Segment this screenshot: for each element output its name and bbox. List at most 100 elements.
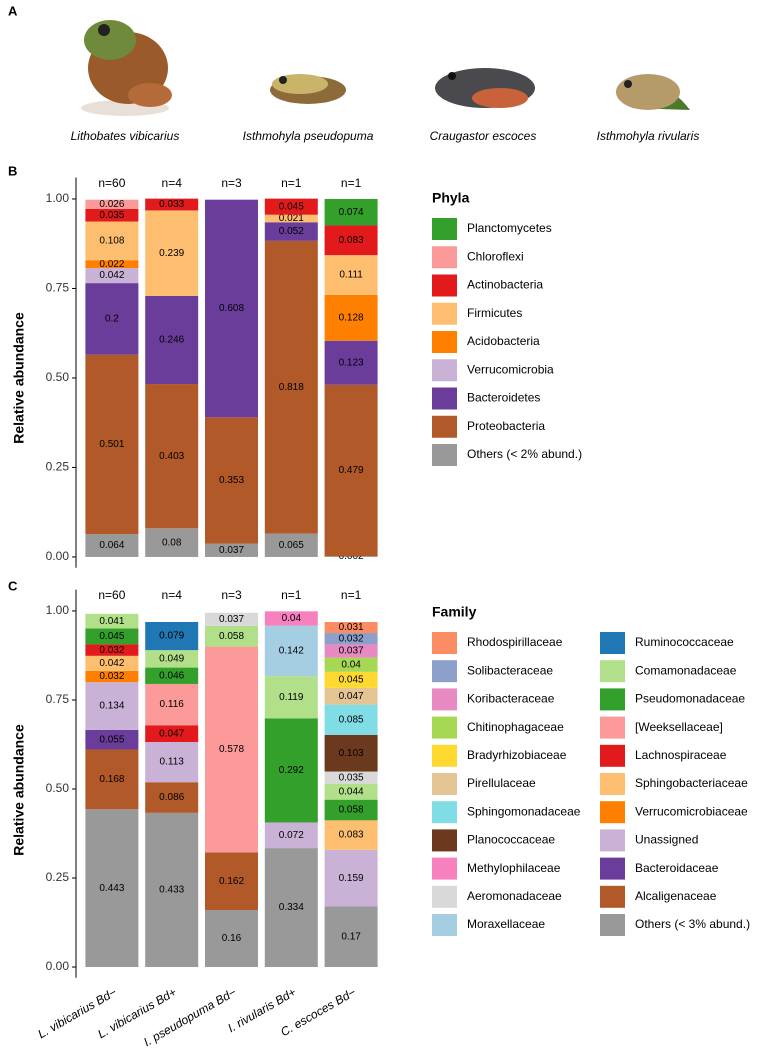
value-label: 0.123 [339, 357, 364, 368]
value-label: 0.083 [339, 830, 364, 841]
bar-segment [324, 384, 378, 557]
y-tick-label: 0.00 [46, 959, 70, 973]
value-label: 0.292 [279, 765, 304, 776]
legend-label: Verrucomicrobia [467, 362, 554, 376]
bar-segment [264, 198, 318, 215]
value-label: 0.045 [339, 675, 364, 686]
legend-swatch [432, 415, 457, 438]
n-label: n=3 [221, 176, 242, 190]
value-label: 0.046 [159, 670, 184, 681]
bar-segment [264, 222, 318, 241]
legend-title: Family [432, 604, 477, 620]
value-label: 0.079 [159, 631, 184, 642]
bar-segment [145, 650, 199, 668]
legend-swatch [600, 716, 625, 739]
legend-label: Others (< 2% abund.) [467, 447, 582, 461]
y-axis-title: Relative abundance [11, 724, 27, 856]
value-label: 0.037 [339, 646, 364, 657]
bar-segment [85, 670, 139, 683]
n-label: n=4 [162, 176, 183, 190]
bar-segment [85, 655, 139, 671]
y-tick-label: 0.00 [46, 549, 70, 563]
value-label: 0.159 [339, 873, 364, 884]
y-tick-label: 0.50 [46, 370, 70, 384]
value-label: 0.108 [99, 236, 124, 247]
frog-photo [616, 74, 690, 110]
value-label: 0.072 [279, 830, 304, 841]
legend-swatch [600, 829, 625, 852]
bar-segment [85, 613, 139, 629]
legend-swatch [600, 857, 625, 880]
value-label: 0.064 [99, 540, 124, 551]
value-label: 0.128 [339, 312, 364, 323]
value-label: 0.116 [160, 699, 185, 710]
value-label: 0.037 [219, 614, 244, 625]
legend-label: Chloroflexi [467, 249, 524, 263]
legend-label: [Weeksellaceae] [635, 720, 723, 734]
value-label: 0.103 [339, 748, 364, 759]
legend-swatch [432, 914, 457, 936]
bar-segment [85, 534, 139, 557]
legend-label: Bacteroidetes [467, 391, 540, 405]
y-tick-label: 0.75 [46, 281, 70, 295]
bar-segment [324, 255, 378, 295]
frog-photo [270, 74, 346, 104]
value-label: 0.032 [339, 633, 364, 644]
value-label: 0.049 [159, 653, 184, 664]
bar-segment [324, 687, 378, 705]
legend-swatch [432, 632, 457, 654]
legend-swatch [432, 331, 457, 353]
bar-segment [324, 849, 378, 907]
value-label: 0.002 [339, 551, 364, 562]
value-label: 0.162 [219, 876, 244, 887]
n-label: n=60 [98, 176, 125, 190]
bar-segment [85, 749, 139, 810]
value-label: 0.083 [339, 235, 364, 246]
bar-segment [205, 417, 258, 544]
value-label: 0.037 [219, 545, 244, 556]
frog-photo [435, 68, 535, 108]
value-label: 0.065 [279, 540, 304, 551]
value-label: 0.031 [339, 622, 364, 633]
legend-swatch [432, 885, 457, 908]
value-label: 0.042 [99, 270, 124, 281]
panel-label: A [8, 3, 18, 18]
bar-segment [145, 528, 199, 557]
n-label: n=1 [341, 176, 362, 190]
frog-photo [81, 20, 172, 116]
value-label: 0.042 [99, 658, 124, 669]
legend-swatch [432, 274, 457, 297]
legend-label: Aeromonadaceae [467, 889, 562, 903]
bar-segment [264, 848, 318, 968]
value-label: 0.17 [341, 931, 361, 942]
y-axis-title: Relative abundance [11, 312, 27, 444]
n-label: n=1 [281, 588, 302, 602]
legend-label: Koribacteraceae [467, 692, 555, 706]
bar-segment [264, 822, 318, 849]
value-label: 0.134 [99, 701, 124, 712]
value-label: 0.047 [339, 691, 364, 702]
legend-label: Planctomycetes [467, 221, 552, 235]
bar-segment [324, 799, 378, 821]
y-tick-label: 0.25 [46, 460, 70, 474]
legend-label: Moraxellaceae [467, 917, 545, 931]
bar-segment [205, 852, 258, 911]
bar-segment [85, 268, 139, 284]
bar-segment [85, 628, 139, 645]
bar-segment [264, 214, 318, 223]
bar-segment [324, 906, 378, 968]
bar-segment [205, 910, 258, 968]
legend-swatch [600, 773, 625, 795]
value-label: 0.021 [279, 213, 304, 224]
bar-segment [145, 782, 199, 813]
bar-segment [85, 354, 139, 535]
value-label: 0.246 [159, 335, 184, 346]
bar-segment [85, 729, 139, 750]
bar-segment [205, 612, 258, 626]
value-label: 0.04 [282, 613, 302, 624]
legend-swatch [432, 744, 457, 767]
legend-label: Chitinophagaceae [467, 720, 564, 734]
legend-label: Verrucomicrobiaceae [635, 804, 748, 818]
legend-swatch [432, 218, 457, 240]
legend-label: Others (< 3% abund.) [635, 917, 750, 931]
